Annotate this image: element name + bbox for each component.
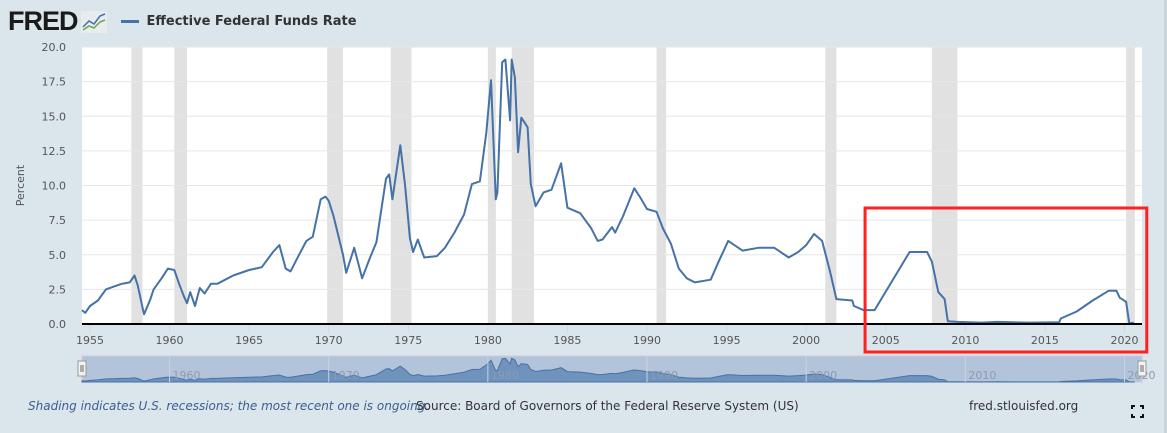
legend-label: Effective Federal Funds Rate [146, 14, 357, 29]
navigator-series [81, 357, 1135, 383]
x-tick-label: 1990 [633, 334, 661, 347]
navigator-tick-label: 2000 [809, 369, 837, 382]
fred-logo: FRED [8, 6, 78, 36]
navigator-handle-left[interactable] [77, 360, 87, 377]
y-tick-label: 20.0 [42, 41, 67, 54]
navigator-tick-label: 1990 [650, 369, 678, 382]
y-axis-label: Percent [14, 164, 27, 206]
y-tick-label: 10.0 [42, 180, 67, 193]
x-tick-label: 1965 [235, 334, 263, 347]
x-tick-label: 1975 [394, 334, 422, 347]
x-tick-label: 1995 [713, 334, 741, 347]
navigator-tick-label: 1960 [173, 369, 201, 382]
x-tick-label: 2005 [872, 334, 900, 347]
y-tick-label: 12.5 [42, 145, 67, 158]
x-tick-label: 1985 [553, 334, 581, 347]
navigator-tick-label: 1980 [491, 369, 519, 382]
highlight-box [863, 206, 1149, 354]
y-tick-label: 7.5 [49, 214, 67, 227]
legend-swatch [120, 20, 139, 23]
x-tick-label: 2020 [1110, 334, 1138, 347]
navigator-handle-right[interactable] [1137, 360, 1147, 377]
x-tick-label: 2010 [951, 334, 979, 347]
handle-grip [77, 360, 87, 377]
series-line [81, 58, 1135, 325]
x-tick-label: 1955 [76, 334, 104, 347]
site-link[interactable]: fred.stlouisfed.org [969, 399, 1079, 413]
y-tick-label: 5.0 [49, 249, 67, 262]
handle-grip [1137, 360, 1147, 377]
navigator-tick-label: 2010 [968, 369, 996, 382]
fullscreen-icon[interactable] [1131, 405, 1144, 418]
x-tick-label: 1980 [474, 334, 502, 347]
y-tick-label: 17.5 [42, 76, 67, 89]
y-tick-label: 0.0 [49, 318, 67, 331]
x-tick-label: 1970 [315, 334, 343, 347]
navigator-tick-label: 1970 [332, 369, 360, 382]
source-text: Source: Board of Governors of the Federa… [416, 399, 799, 413]
x-tick-label: 2015 [1031, 334, 1059, 347]
line-chart-icon [80, 10, 107, 33]
recession-note: Shading indicates U.S. recessions; the m… [28, 399, 430, 413]
x-tick-label: 1960 [156, 334, 184, 347]
y-tick-label: 2.5 [49, 283, 67, 296]
scrollbar[interactable] [1164, 0, 1167, 433]
chart-header: FRED Effective Federal Funds Rate [8, 6, 357, 37]
y-tick-label: 15.0 [42, 110, 67, 123]
x-tick-label: 2000 [792, 334, 820, 347]
legend-item[interactable]: Effective Federal Funds Rate [120, 14, 357, 29]
